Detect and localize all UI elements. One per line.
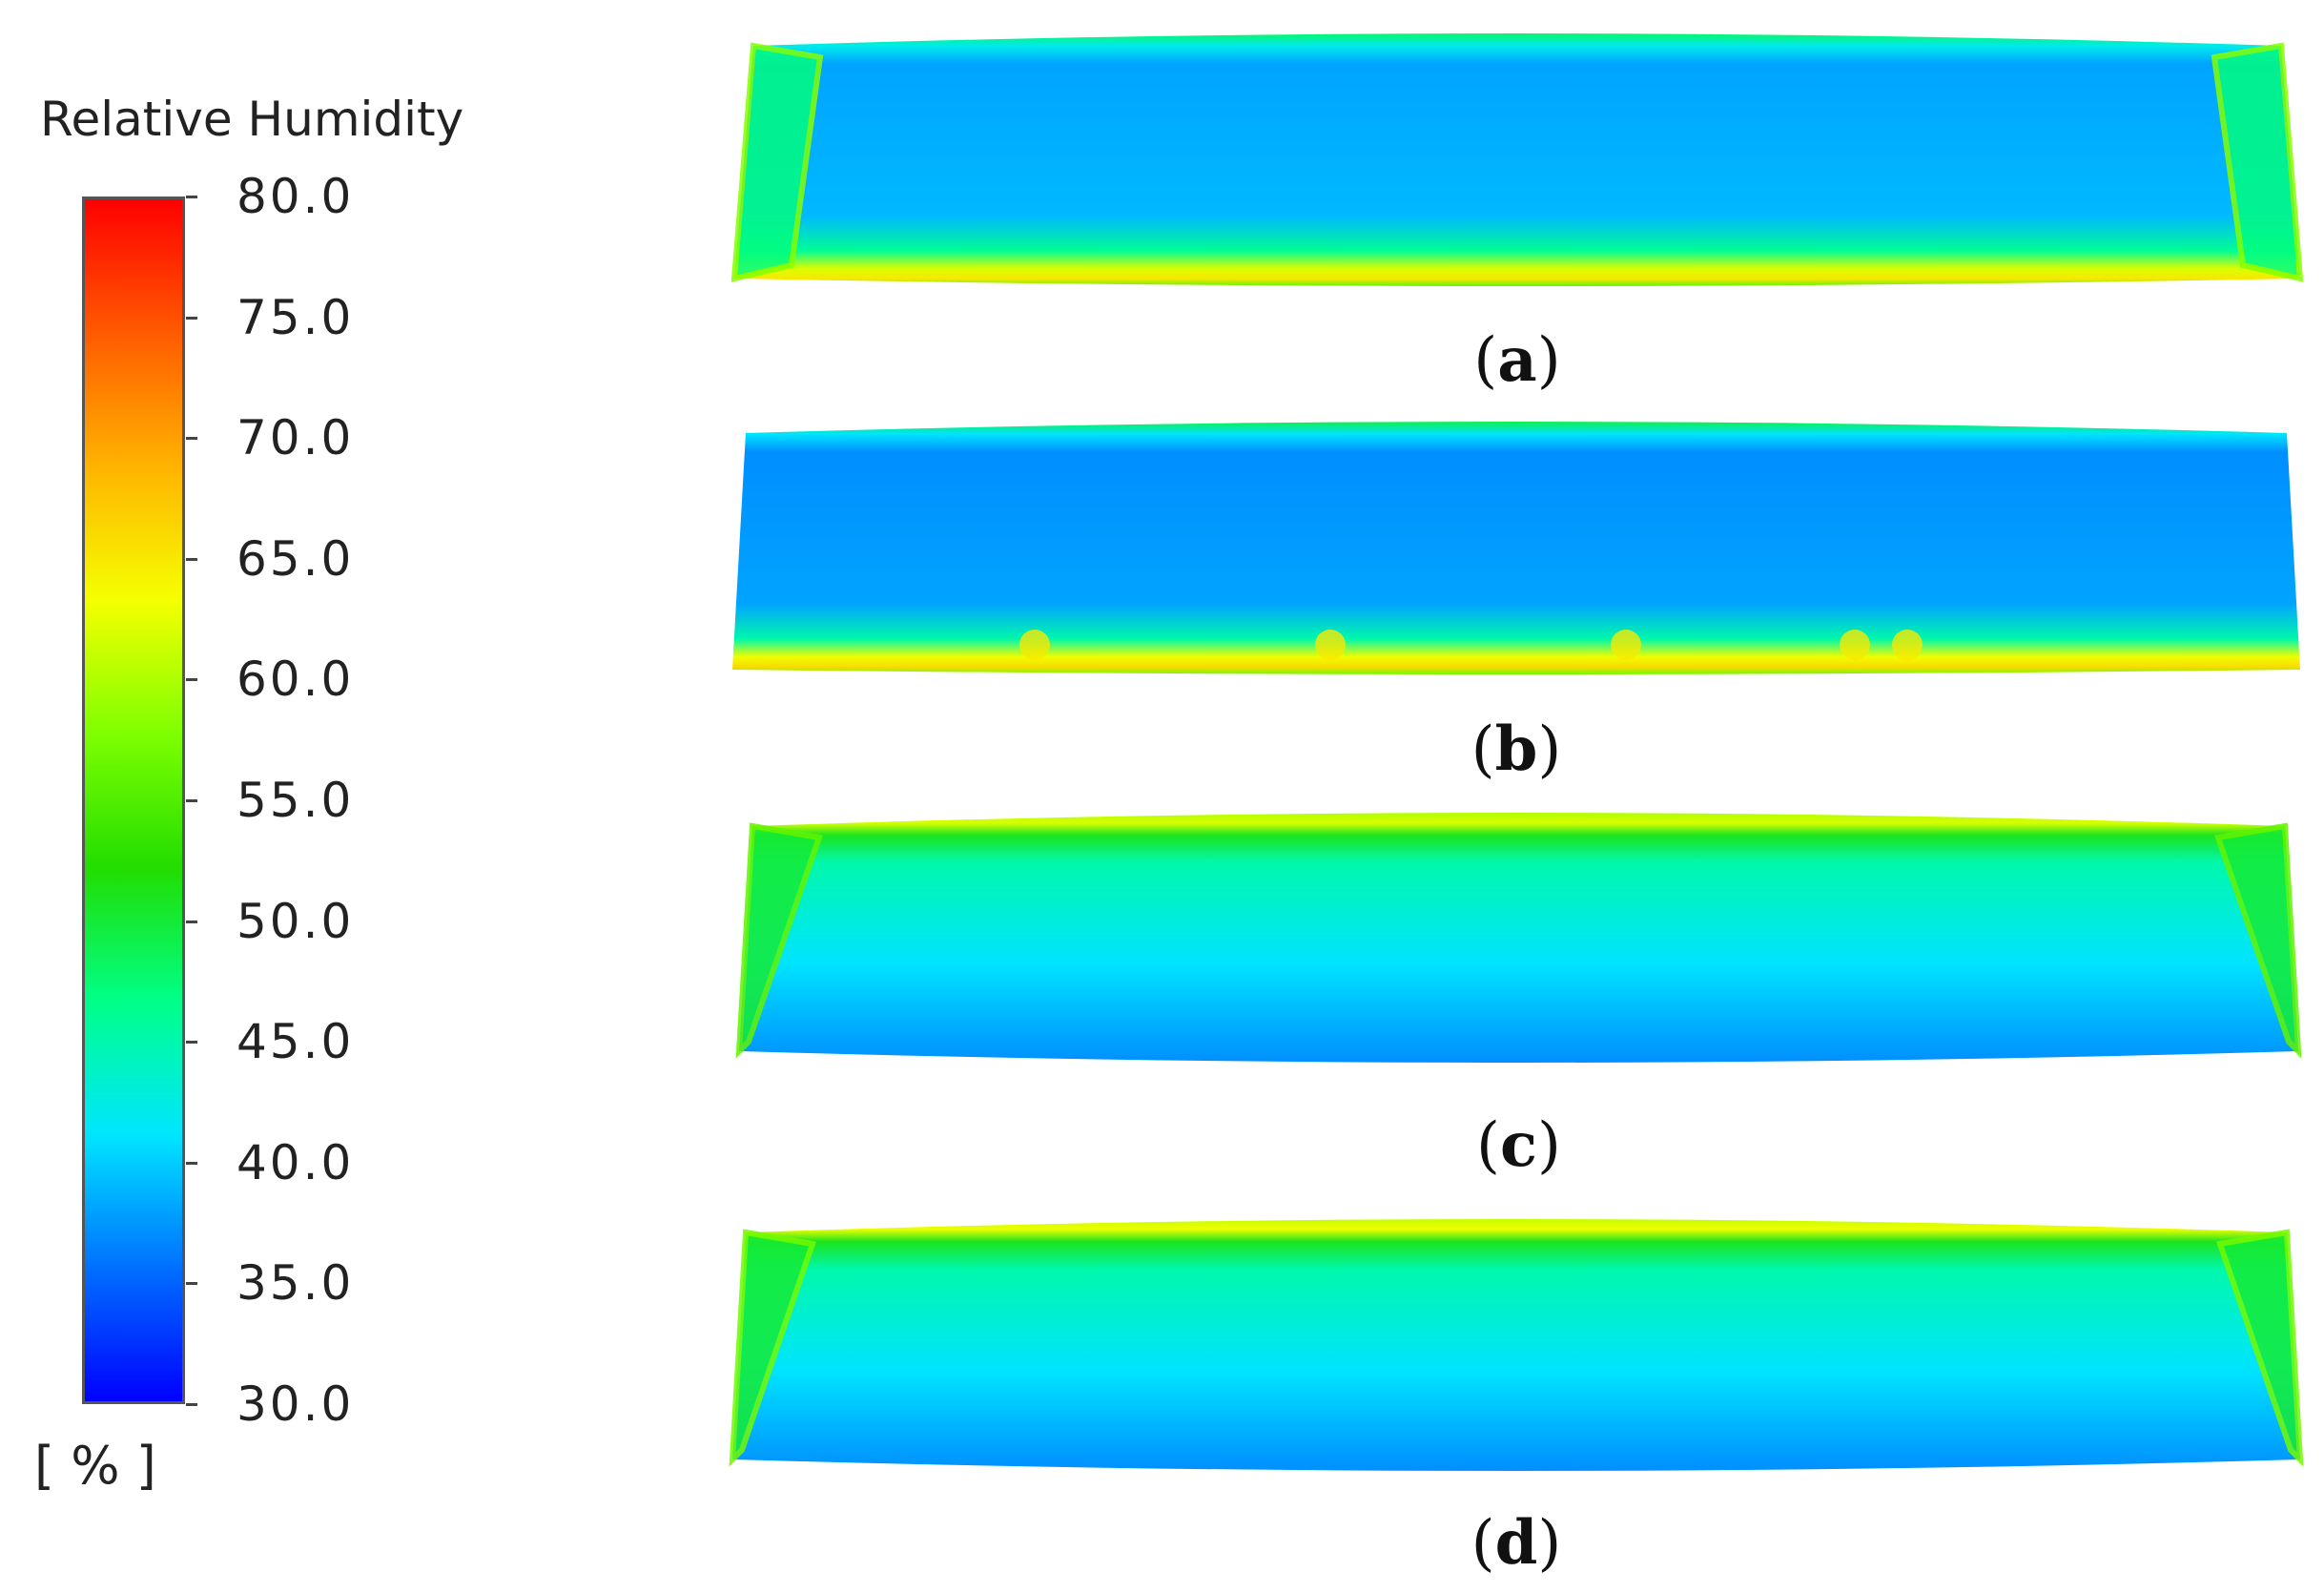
colorbar-tick-label: 65.0 bbox=[237, 530, 355, 587]
high-humidity-spot bbox=[1892, 630, 1923, 660]
panel-label-a: (a) bbox=[1473, 324, 1561, 396]
contour-panel-c bbox=[739, 813, 2298, 1063]
panel-letter: d bbox=[1494, 1507, 1538, 1579]
colorbar-tick-label: 80.0 bbox=[237, 169, 355, 224]
colorbar-tick bbox=[186, 316, 197, 320]
colorbar-tick-label: 40.0 bbox=[237, 1134, 355, 1190]
panel-label-c: (c) bbox=[1476, 1109, 1561, 1181]
contour-panel-a bbox=[734, 33, 2300, 286]
contour-panel-d bbox=[732, 1219, 2300, 1471]
colorbar-title: Relative Humidity bbox=[40, 92, 464, 147]
colorbar-tick-label: 70.0 bbox=[237, 410, 355, 466]
panel-label-b: (b) bbox=[1470, 714, 1562, 785]
colorbar-tick bbox=[186, 678, 197, 682]
colorbar-tick-label: 75.0 bbox=[237, 289, 355, 345]
high-humidity-spot bbox=[1611, 630, 1641, 660]
high-humidity-spot bbox=[1019, 630, 1050, 660]
colorbar-tick bbox=[186, 1403, 197, 1406]
colorbar-tick bbox=[186, 557, 197, 561]
contour-panel-b bbox=[732, 422, 2300, 674]
side-wall-left-c bbox=[735, 822, 823, 1059]
side-wall-right-d bbox=[2216, 1229, 2304, 1467]
colorbar-tick bbox=[186, 1041, 197, 1045]
side-wall-left-a bbox=[730, 42, 824, 282]
colorbar-tick-label: 50.0 bbox=[237, 893, 355, 949]
colorbar-tick bbox=[186, 437, 197, 441]
colorbar-tick bbox=[186, 1282, 197, 1286]
colorbar-tick-label: 55.0 bbox=[237, 773, 355, 828]
colorbar-tick-label: 45.0 bbox=[237, 1014, 355, 1070]
panel-letter: c bbox=[1500, 1109, 1537, 1181]
panel-letter: b bbox=[1494, 714, 1538, 785]
colorbar-unit: [ % ] bbox=[34, 1436, 156, 1496]
colorbar bbox=[82, 197, 185, 1404]
side-wall-right-c bbox=[2214, 822, 2302, 1059]
colorbar-tick bbox=[186, 1161, 197, 1165]
panel-letter: a bbox=[1497, 324, 1537, 396]
colorbar-tick bbox=[186, 196, 197, 198]
colorbar-tick bbox=[186, 799, 197, 802]
panel-label-d: (d) bbox=[1470, 1507, 1562, 1579]
side-wall-left-d bbox=[729, 1229, 816, 1467]
high-humidity-spot bbox=[1315, 630, 1346, 660]
colorbar-tick-label: 60.0 bbox=[237, 652, 355, 708]
colorbar-tick-label: 35.0 bbox=[237, 1255, 355, 1312]
colorbar-tick-label: 30.0 bbox=[237, 1376, 355, 1432]
colorbar-tick bbox=[186, 920, 197, 923]
high-humidity-spot bbox=[1840, 630, 1870, 660]
side-wall-right-a bbox=[2211, 42, 2304, 282]
